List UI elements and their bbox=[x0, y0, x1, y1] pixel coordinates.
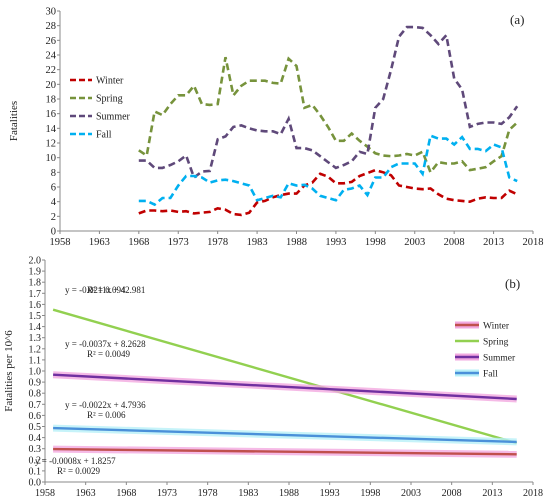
x-tick-label: 1993 bbox=[320, 488, 340, 499]
y-tick-label: 12 bbox=[46, 139, 57, 150]
legend-winter-label: Winter bbox=[96, 76, 124, 87]
legend-winter-label: Winter bbox=[483, 322, 510, 332]
legend-summer-label: Summer bbox=[483, 354, 516, 364]
y-tick-label: 1.8 bbox=[29, 278, 42, 289]
legend-summer-label: Summer bbox=[96, 112, 131, 123]
x-tick-label: 1958 bbox=[50, 237, 71, 248]
y-axis-label: Fatalities bbox=[8, 101, 20, 141]
fall-trend-line bbox=[53, 426, 517, 444]
summer-equation: y = -0.0037x + 8.2628 bbox=[65, 339, 146, 349]
spring-equation: y = -0.0211x + 42.981 bbox=[65, 285, 145, 295]
y-tick-label: 1.5 bbox=[29, 311, 42, 322]
y-tick-label: 14 bbox=[46, 124, 57, 135]
summer-series-line bbox=[138, 25, 519, 180]
summer-r-squared: R² = 0.0049 bbox=[87, 349, 131, 359]
y-tick-label: 20 bbox=[46, 80, 57, 91]
x-tick-label: 2018 bbox=[523, 488, 543, 499]
x-tick-label: 2003 bbox=[401, 488, 421, 499]
x-tick-label: 1973 bbox=[157, 488, 177, 499]
y-tick-label: 2 bbox=[51, 212, 56, 223]
x-tick-label: 1968 bbox=[128, 237, 149, 248]
y-tick-label: 0.5 bbox=[29, 422, 42, 433]
winter-r-squared: R² = 0.0029 bbox=[57, 466, 101, 476]
y-tick-label: 2.0 bbox=[29, 256, 42, 267]
x-tick-label: 1963 bbox=[89, 237, 110, 248]
x-tick-label: 2003 bbox=[404, 237, 425, 248]
winter-trend-line bbox=[53, 447, 517, 456]
fall-equation: y = -0.0022x + 4.7936 bbox=[65, 400, 146, 410]
spring-r-squared: R² = 0.094 bbox=[87, 285, 126, 295]
x-tick-label: 1998 bbox=[360, 488, 380, 499]
y-tick-label: 10 bbox=[46, 153, 57, 164]
x-tick-label: 2008 bbox=[442, 488, 462, 499]
fall-r-squared: R² = 0.006 bbox=[87, 410, 126, 420]
spring-trend-line bbox=[52, 308, 518, 445]
y-tick-label: 16 bbox=[46, 109, 57, 120]
x-tick-label: 2018 bbox=[523, 237, 544, 248]
y-tick-label: 1.2 bbox=[29, 344, 42, 355]
y-tick-label: 0.4 bbox=[29, 433, 42, 444]
y-tick-label: 0.7 bbox=[29, 400, 42, 411]
y-tick-label: 0.3 bbox=[29, 444, 42, 455]
legend-spring-label: Spring bbox=[483, 338, 509, 348]
summer-trend-line bbox=[53, 373, 517, 401]
x-tick-label: 1958 bbox=[35, 488, 55, 499]
x-tick-label: 2013 bbox=[482, 488, 502, 499]
x-tick-label: 1998 bbox=[365, 237, 386, 248]
panel-label: (a) bbox=[510, 12, 524, 27]
y-tick-label: 0 bbox=[51, 227, 56, 238]
x-tick-label: 1978 bbox=[198, 488, 218, 499]
x-tick-label: 1983 bbox=[238, 488, 258, 499]
y-tick-label: 6 bbox=[51, 183, 56, 194]
y-tick-label: 8 bbox=[51, 168, 56, 179]
y-tick-label: 0.8 bbox=[29, 389, 42, 400]
y-tick-label: 0.0 bbox=[29, 478, 42, 489]
x-tick-label: 1983 bbox=[247, 237, 268, 248]
y-tick-label: 1.4 bbox=[29, 322, 42, 333]
y-tick-label: 1.0 bbox=[29, 367, 42, 378]
y-tick-label: 1.1 bbox=[29, 355, 42, 366]
y-tick-label: 1.3 bbox=[29, 333, 42, 344]
y-tick-label: 28 bbox=[46, 21, 57, 32]
x-tick-label: 2013 bbox=[483, 237, 504, 248]
y-tick-label: 22 bbox=[46, 65, 57, 76]
x-tick-label: 2008 bbox=[444, 237, 465, 248]
panel-label: (b) bbox=[505, 276, 520, 291]
x-tick-label: 1993 bbox=[325, 237, 346, 248]
x-tick-label: 1973 bbox=[168, 237, 189, 248]
chart-panel-b: 0.00.10.20.30.40.50.60.70.80.91.01.11.21… bbox=[3, 256, 543, 500]
y-axis-label: Fatalities per 10^6 bbox=[3, 330, 15, 412]
legend-spring-label: Spring bbox=[96, 94, 123, 105]
x-tick-label: 1968 bbox=[116, 488, 136, 499]
winter-equation: y = -0.0008x + 1.8257 bbox=[35, 456, 116, 466]
y-tick-label: 4 bbox=[51, 197, 57, 208]
y-tick-label: 18 bbox=[46, 95, 57, 106]
spring-series-line bbox=[138, 56, 519, 175]
y-tick-label: 1.7 bbox=[29, 289, 42, 300]
legend-fall-label: Fall bbox=[96, 130, 112, 141]
x-tick-label: 1978 bbox=[207, 237, 228, 248]
y-tick-label: 0.6 bbox=[29, 411, 42, 422]
y-tick-label: 26 bbox=[46, 36, 57, 47]
x-tick-label: 1988 bbox=[286, 237, 307, 248]
x-tick-label: 1988 bbox=[279, 488, 299, 499]
y-tick-label: 24 bbox=[46, 51, 57, 62]
x-tick-label: 1963 bbox=[76, 488, 96, 499]
fall-series-line bbox=[138, 133, 518, 207]
y-tick-label: 0.2 bbox=[29, 455, 42, 466]
y-tick-label: 1.6 bbox=[29, 300, 42, 311]
y-tick-label: 0.9 bbox=[29, 378, 42, 389]
y-tick-label: 1.9 bbox=[29, 267, 42, 278]
y-tick-label: 0.1 bbox=[29, 466, 42, 477]
y-tick-label: 30 bbox=[46, 7, 57, 18]
legend-fall-label: Fall bbox=[483, 370, 498, 380]
